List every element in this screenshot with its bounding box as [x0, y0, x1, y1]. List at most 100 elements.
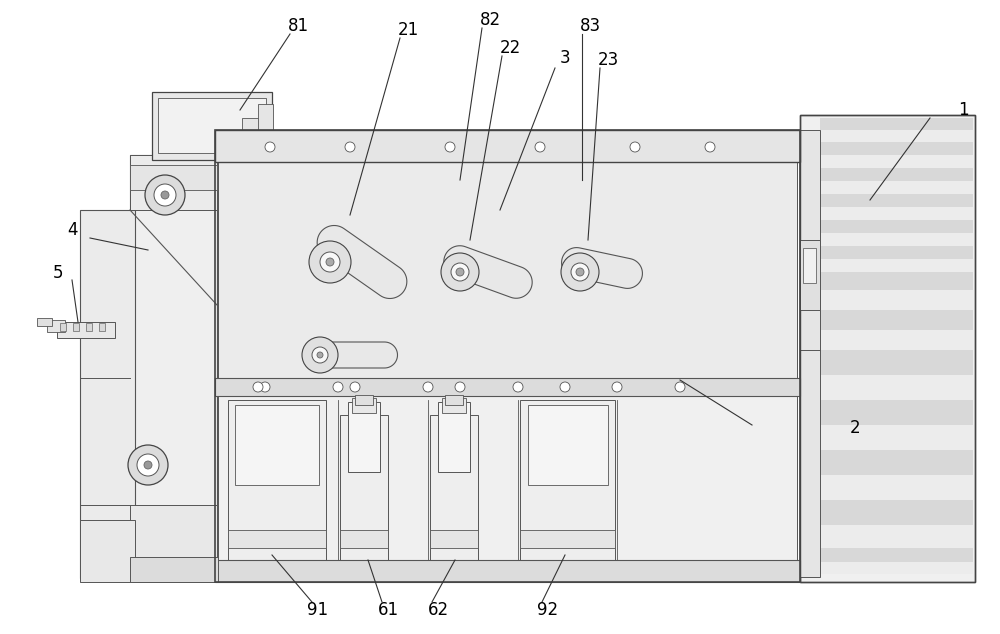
Circle shape: [144, 461, 152, 469]
Circle shape: [455, 382, 465, 392]
Bar: [215, 130, 800, 582]
Bar: [820, 400, 973, 425]
Bar: [340, 415, 388, 560]
Circle shape: [137, 454, 159, 476]
Circle shape: [513, 382, 523, 392]
Text: 61: 61: [377, 601, 399, 619]
Text: 62: 62: [427, 601, 449, 619]
Circle shape: [441, 253, 479, 291]
Bar: [348, 402, 380, 472]
Circle shape: [560, 382, 570, 392]
Circle shape: [456, 268, 464, 276]
Circle shape: [535, 142, 545, 152]
Bar: [820, 450, 973, 475]
Circle shape: [265, 142, 275, 152]
Bar: [800, 130, 820, 577]
Text: 92: 92: [537, 601, 559, 619]
Bar: [445, 395, 463, 405]
Bar: [130, 155, 217, 580]
Circle shape: [612, 382, 622, 392]
Circle shape: [309, 241, 351, 283]
Bar: [820, 142, 973, 155]
Bar: [73, 323, 79, 331]
Text: 4: 4: [67, 221, 77, 239]
Bar: [130, 165, 217, 190]
Bar: [820, 233, 973, 246]
Circle shape: [333, 382, 343, 392]
Bar: [57, 322, 115, 338]
Bar: [80, 210, 135, 578]
Circle shape: [423, 382, 433, 392]
Circle shape: [320, 252, 340, 272]
Bar: [130, 505, 217, 582]
Circle shape: [345, 142, 355, 152]
Circle shape: [630, 142, 640, 152]
Bar: [528, 405, 608, 485]
Bar: [820, 548, 973, 562]
Bar: [820, 155, 973, 168]
Bar: [430, 415, 478, 560]
Bar: [158, 98, 266, 153]
Bar: [86, 323, 92, 331]
Polygon shape: [562, 248, 642, 288]
Bar: [215, 560, 800, 582]
Circle shape: [302, 337, 338, 373]
Bar: [820, 350, 973, 375]
Circle shape: [576, 268, 584, 276]
Bar: [820, 500, 973, 525]
Bar: [820, 562, 973, 574]
Polygon shape: [317, 226, 407, 299]
Bar: [215, 378, 800, 396]
Bar: [242, 118, 270, 136]
Bar: [258, 104, 273, 136]
Circle shape: [571, 263, 589, 281]
Circle shape: [561, 253, 599, 291]
Bar: [820, 220, 973, 233]
Bar: [800, 115, 975, 582]
Bar: [80, 520, 135, 582]
Bar: [820, 207, 973, 220]
Text: 91: 91: [307, 601, 329, 619]
Bar: [215, 130, 800, 162]
Bar: [520, 530, 615, 548]
Bar: [442, 398, 466, 413]
Bar: [47, 320, 65, 332]
Bar: [820, 168, 973, 181]
Circle shape: [317, 352, 323, 358]
Bar: [438, 402, 470, 472]
Bar: [820, 475, 973, 500]
Bar: [152, 92, 272, 160]
Bar: [130, 557, 218, 582]
Circle shape: [675, 382, 685, 392]
Bar: [800, 240, 820, 310]
Circle shape: [312, 347, 328, 363]
Bar: [820, 525, 973, 548]
Bar: [803, 248, 816, 283]
Bar: [800, 115, 975, 582]
Text: 82: 82: [479, 11, 501, 29]
Bar: [355, 395, 373, 405]
Bar: [820, 310, 973, 330]
Bar: [218, 382, 797, 579]
Circle shape: [161, 191, 169, 199]
Bar: [820, 425, 973, 450]
Bar: [37, 318, 52, 326]
Bar: [520, 400, 615, 560]
Bar: [218, 155, 797, 380]
Bar: [820, 330, 973, 350]
Circle shape: [705, 142, 715, 152]
Bar: [130, 155, 217, 210]
Text: 2: 2: [850, 419, 860, 437]
Polygon shape: [444, 246, 532, 298]
Bar: [820, 290, 973, 310]
Bar: [340, 530, 388, 548]
Bar: [820, 272, 973, 290]
Bar: [352, 398, 376, 413]
Text: 81: 81: [287, 17, 309, 35]
Text: 21: 21: [397, 21, 419, 39]
Circle shape: [326, 258, 334, 266]
Bar: [820, 130, 973, 142]
Polygon shape: [307, 342, 397, 368]
Bar: [820, 375, 973, 400]
Text: 5: 5: [53, 264, 63, 282]
